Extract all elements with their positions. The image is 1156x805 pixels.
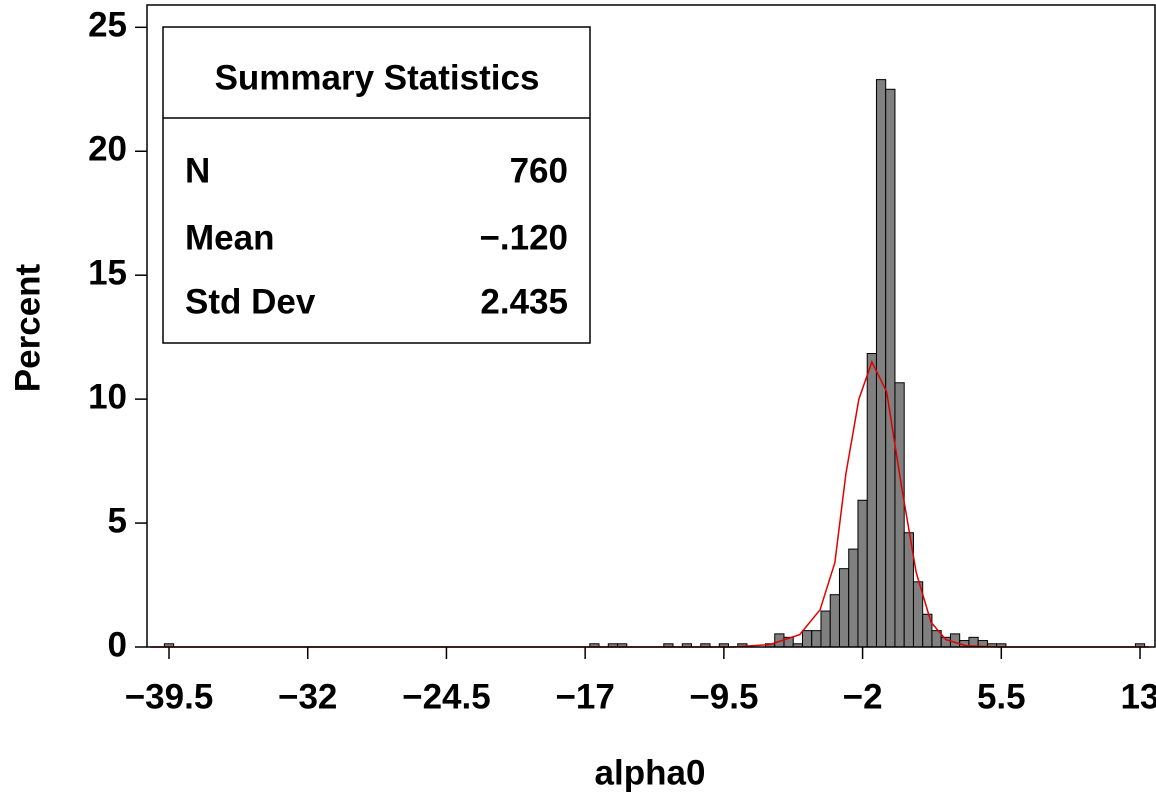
bar bbox=[848, 548, 859, 648]
x-tick-label: −32 bbox=[278, 677, 337, 716]
x-tick-label: −2 bbox=[843, 677, 883, 716]
y-tick-label: 0 bbox=[108, 625, 127, 664]
bar bbox=[894, 382, 905, 648]
bar bbox=[949, 633, 961, 648]
bar bbox=[829, 594, 840, 648]
x-tick-label: −17 bbox=[555, 677, 614, 716]
bar bbox=[838, 568, 850, 648]
y-tick-label: 15 bbox=[88, 253, 127, 292]
y-tick-label: 20 bbox=[88, 129, 127, 168]
x-axis-label: alpha0 bbox=[595, 753, 706, 792]
stats-value: −.120 bbox=[479, 218, 568, 257]
x-tick-label: −9.5 bbox=[689, 677, 758, 716]
bar bbox=[875, 79, 887, 648]
stats-label: Std Dev bbox=[185, 282, 316, 321]
bar bbox=[820, 610, 831, 648]
plot-frame bbox=[146, 4, 1156, 648]
stats-title: Summary Statistics bbox=[215, 58, 540, 97]
x-tick-label: −39.5 bbox=[125, 677, 214, 716]
y-axis-label: Percent bbox=[8, 263, 47, 392]
y-tick-label: 10 bbox=[88, 377, 127, 416]
bar bbox=[801, 630, 813, 648]
bar bbox=[811, 630, 822, 648]
x-tick-label: −24.5 bbox=[402, 677, 491, 716]
stats-value: 2.435 bbox=[480, 282, 568, 321]
normal-curve bbox=[150, 360, 1150, 648]
stats-label: Mean bbox=[185, 218, 274, 257]
stats-box bbox=[162, 26, 591, 344]
y-tick-label: 25 bbox=[88, 6, 127, 45]
bar bbox=[866, 353, 877, 648]
bar bbox=[857, 499, 868, 648]
bar bbox=[885, 88, 896, 648]
y-tick-label: 5 bbox=[108, 501, 127, 540]
stats-value: 760 bbox=[510, 151, 568, 190]
x-tick-label: 13 bbox=[1121, 677, 1156, 716]
stats-label: N bbox=[185, 151, 210, 190]
x-tick-label: 5.5 bbox=[977, 677, 1026, 716]
